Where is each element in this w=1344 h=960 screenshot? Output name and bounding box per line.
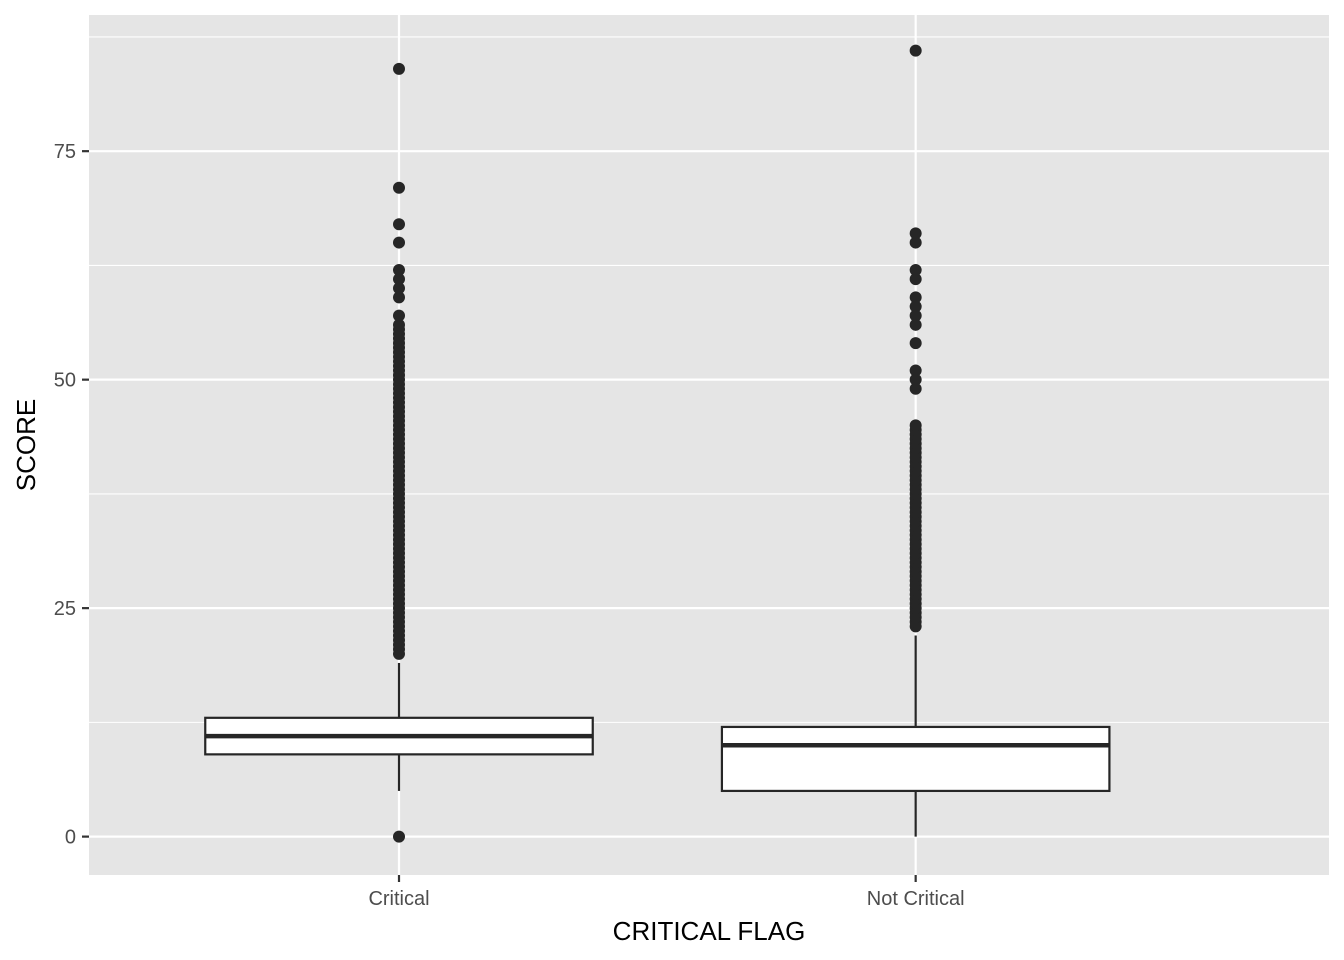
box-marks — [204, 44, 1111, 843]
outlier-point — [393, 309, 405, 322]
outlier-point — [393, 830, 405, 843]
outlier-point — [393, 282, 405, 295]
x-tick-label: Not Critical — [867, 888, 965, 910]
outlier-point — [909, 236, 922, 249]
y-tick-label: 0 — [65, 827, 76, 849]
y-tick-label: 25 — [54, 598, 76, 620]
outlier-point — [393, 181, 405, 194]
outlier-point — [909, 337, 922, 350]
iqr-box — [720, 725, 1111, 793]
outlier-point — [909, 291, 922, 304]
outlier-point — [393, 291, 405, 304]
outlier-point — [909, 318, 922, 331]
outlier-point — [909, 373, 922, 386]
box-not-critical — [720, 44, 1111, 837]
outlier-point — [909, 382, 922, 395]
outlier-point — [909, 273, 922, 286]
outlier-point — [393, 236, 405, 249]
outlier-point — [909, 309, 922, 322]
outlier-point — [909, 44, 922, 57]
outlier-point — [393, 318, 405, 331]
outlier-point — [393, 62, 405, 75]
axes: 0 25 50 75 Critical Not Critical — [54, 141, 965, 910]
outlier-point — [909, 227, 922, 240]
outlier-point — [909, 419, 922, 432]
x-axis-title: CRITICAL FLAG — [613, 916, 806, 946]
x-tick-label: Critical — [368, 888, 429, 910]
y-tick-label: 50 — [54, 370, 76, 392]
y-tick-label: 75 — [54, 141, 76, 163]
outlier-point — [909, 263, 922, 276]
outlier-point — [393, 273, 405, 286]
box-critical — [204, 62, 594, 843]
y-axis-title: SCORE — [11, 399, 41, 491]
outlier-point — [393, 263, 405, 276]
outlier-point — [393, 218, 405, 231]
outlier-point — [909, 300, 922, 313]
outlier-point — [909, 364, 922, 377]
